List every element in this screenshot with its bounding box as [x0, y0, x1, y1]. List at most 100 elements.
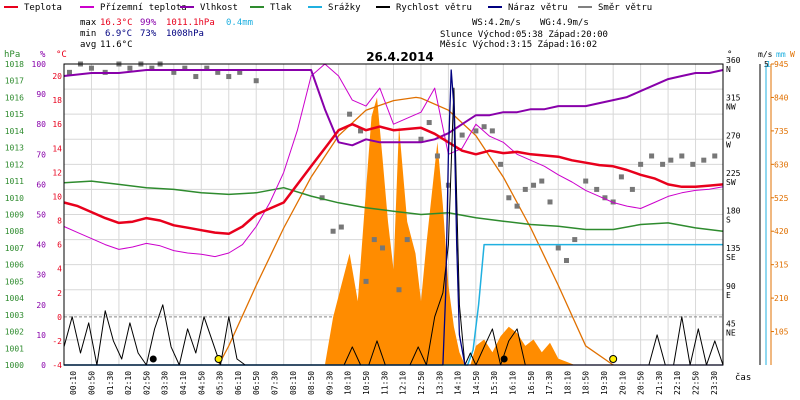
dir-tick-label: W	[726, 140, 731, 149]
wind-direction-point	[679, 153, 685, 159]
hpa-tick-label: 1018	[5, 60, 24, 69]
pct-tick-label: 100	[32, 60, 47, 69]
wind-direction-point	[404, 237, 410, 243]
w-tick-label: 735	[774, 127, 789, 136]
hpa-tick-label: 1006	[5, 261, 24, 270]
wind-direction-point	[712, 153, 718, 159]
solar-radiation-area	[64, 97, 723, 366]
w-axis-unit: W	[790, 50, 795, 59]
x-tick-label: 04:10	[179, 371, 188, 395]
mm-axis-unit: mm	[776, 50, 786, 59]
wind-direction-point	[66, 69, 72, 75]
wind-direction-point	[127, 65, 133, 71]
legend-label-wind-dir: Směr větru	[598, 3, 652, 13]
c-tick-label: 18	[52, 96, 62, 105]
series-pressure	[63, 180, 724, 232]
pct-tick-label: 80	[36, 120, 46, 129]
wind-direction-point	[649, 153, 655, 159]
wind-direction-point	[215, 69, 221, 75]
dir-tick-label: S	[726, 216, 731, 225]
x-tick-label: 07:30	[271, 371, 280, 395]
stats-block: max 16.3°C 99% 1011.1hPa 0.4mm min 6.9°C…	[80, 18, 608, 50]
x-tick-label: 08:10	[289, 371, 298, 395]
wind-direction-point	[380, 245, 386, 251]
wind-direction-point	[226, 74, 232, 80]
pct-tick-label: 30	[36, 271, 46, 280]
c-tick-label: 16	[52, 120, 62, 129]
stats-ws: WS:4.2m/s	[472, 18, 521, 28]
hpa-tick-label: 1012	[5, 160, 24, 169]
wind-direction-point	[253, 78, 259, 84]
pct-tick-label: 50	[36, 211, 46, 220]
x-tick-label: 16:50	[527, 371, 536, 395]
sun-sunset-marker	[609, 355, 618, 363]
wind-direction-point	[583, 178, 589, 184]
dir-tick-label: E	[726, 291, 731, 300]
sun-moon-markers	[149, 355, 618, 363]
x-tick-label: 18:10	[563, 371, 572, 395]
dir-tick-deg: 135	[726, 244, 741, 253]
ms-axis-unit: m/s	[758, 50, 773, 59]
stats-max-label: max	[80, 18, 97, 28]
wind-direction-point	[319, 195, 325, 201]
legend-label-humidity: Vlhkost	[200, 3, 238, 13]
x-tick-label: 06:10	[234, 371, 243, 395]
stats-max-press: 1011.1hPa	[166, 18, 215, 28]
w-tick-label: 840	[774, 93, 789, 102]
hpa-axis-unit: hPa	[4, 50, 20, 60]
x-tick-label: 04:50	[197, 371, 206, 395]
dir-tick-deg: 360	[726, 56, 741, 65]
w-tick-label: 945	[774, 60, 789, 69]
hpa-tick-label: 1013	[5, 144, 24, 153]
wind-direction-point	[572, 237, 578, 243]
x-tick-label: 12:50	[417, 371, 426, 395]
wind-direction-point	[498, 161, 504, 167]
x-tick-label: 01:30	[106, 371, 115, 395]
dir-tick-deg: 315	[726, 94, 741, 103]
wind-direction-point	[396, 287, 402, 293]
wind-direction-point	[506, 195, 512, 201]
wind-direction-point	[473, 128, 479, 134]
wind-direction-point	[690, 161, 696, 167]
wind-direction-point	[193, 74, 199, 80]
x-tick-label: 02:10	[124, 371, 133, 395]
wind-direction-point	[330, 228, 336, 234]
wind-direction-point	[638, 161, 644, 167]
dir-tick-label: N	[726, 65, 731, 74]
dir-tick-deg: 270	[726, 131, 741, 140]
plot-frame	[63, 63, 724, 366]
hpa-tick-label: 1005	[5, 277, 24, 286]
stats-moon: Měsíc Východ:3:15 Západ:16:02	[440, 40, 597, 50]
stats-max-temp: 16.3°C	[100, 18, 133, 28]
x-tick-label: 22:50	[692, 371, 701, 395]
x-tick-label: 23:30	[710, 371, 719, 395]
w-tick-label: 630	[774, 160, 789, 169]
wind-direction-point	[629, 186, 635, 192]
wind-direction-point	[660, 161, 666, 167]
stats-avg-temp: 11.6°C	[100, 40, 133, 50]
wind-direction-point	[149, 65, 155, 71]
stats-max-hum: 99%	[140, 18, 157, 28]
x-tick-label: 19:30	[600, 371, 609, 395]
dir-tick-deg: 45	[726, 319, 736, 328]
wind-direction-point	[338, 224, 344, 230]
series-sun-elevation	[218, 96, 614, 366]
wind-direction-point	[522, 186, 528, 192]
c-tick-label: 12	[52, 168, 62, 177]
w-tick-label: 525	[774, 194, 789, 203]
pct-tick-label: 10	[36, 331, 46, 340]
c-tick-label: 8	[57, 217, 62, 226]
legend-label-wind: Rychlost větru	[396, 3, 472, 13]
hpa-tick-label: 1000	[5, 361, 24, 370]
x-tick-label: 00:10	[69, 371, 78, 395]
x-tick-label: 03:30	[161, 371, 170, 395]
pct-axis-unit: %	[40, 50, 46, 60]
x-tick-label: 02:50	[142, 371, 151, 395]
pct-tick-label: 70	[36, 150, 46, 159]
series-ground-temperature	[63, 63, 724, 258]
c-tick-label: -2	[52, 337, 62, 346]
moon-moonrise-marker	[149, 355, 157, 363]
x-tick-label: 21:30	[655, 371, 664, 395]
hpa-tick-label: 1008	[5, 227, 24, 236]
w-tick-label: 420	[774, 227, 789, 236]
